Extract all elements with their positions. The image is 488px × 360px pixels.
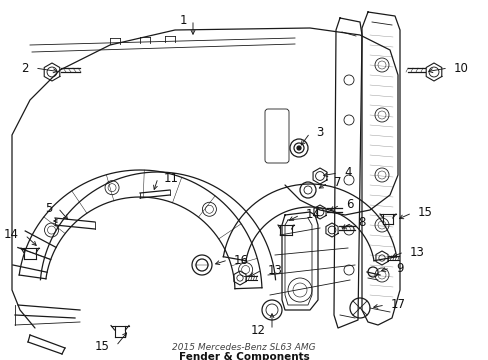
Text: 6: 6	[346, 198, 353, 211]
Text: 4: 4	[343, 166, 351, 180]
Text: 8: 8	[357, 216, 365, 230]
Text: 7: 7	[333, 176, 341, 189]
Text: 15: 15	[95, 339, 110, 352]
Text: 13: 13	[409, 246, 424, 258]
Text: 1: 1	[179, 13, 186, 27]
Text: 14: 14	[4, 229, 19, 242]
Text: 14: 14	[305, 208, 320, 221]
Text: 3: 3	[315, 126, 323, 139]
Text: 15: 15	[417, 207, 432, 220]
Text: 16: 16	[234, 253, 248, 266]
Text: 5: 5	[44, 202, 52, 215]
Text: Fender & Components: Fender & Components	[178, 352, 309, 360]
Text: 13: 13	[267, 264, 282, 276]
Text: 10: 10	[453, 62, 468, 75]
Text: 2015 Mercedes-Benz SL63 AMG: 2015 Mercedes-Benz SL63 AMG	[172, 343, 315, 352]
Circle shape	[296, 146, 301, 150]
Text: 9: 9	[395, 261, 403, 274]
Text: 17: 17	[390, 298, 405, 311]
Text: 11: 11	[163, 171, 179, 184]
Text: 12: 12	[250, 324, 265, 337]
Text: 2: 2	[21, 62, 29, 75]
